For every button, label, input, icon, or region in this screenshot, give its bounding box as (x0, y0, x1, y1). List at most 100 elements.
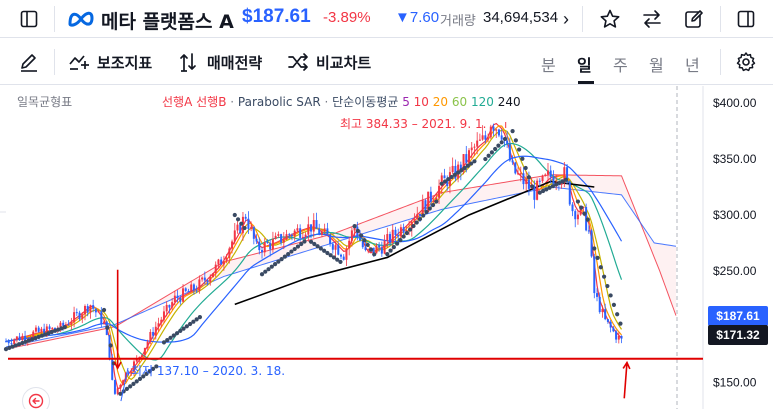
psar-dot (312, 241, 317, 247)
ichimoku-title: 일목균형표 (17, 95, 73, 109)
candle-body (184, 288, 187, 291)
psar-dot (372, 252, 377, 257)
timeframe-day[interactable]: 일 (577, 56, 592, 75)
indicators-button[interactable]: 보조지표 (68, 51, 152, 73)
candle-body (67, 324, 70, 326)
change-percent: -3.89% (323, 9, 371, 26)
candle-body (83, 306, 86, 315)
candle-body (73, 312, 76, 323)
psar-dot (427, 206, 432, 211)
candle-body (217, 259, 220, 265)
psar-dot (579, 205, 584, 210)
candle-body (239, 224, 242, 233)
sma-240-line (234, 180, 595, 306)
candle-body (201, 277, 204, 280)
psar-dot (408, 227, 413, 232)
candle-body (383, 240, 386, 254)
candle-body (345, 248, 348, 260)
compare-icon (288, 53, 308, 71)
compare-button[interactable]: 비교차트 (287, 51, 371, 73)
candle-body (127, 372, 130, 374)
psar-dot (391, 244, 396, 250)
candle-body (299, 228, 302, 238)
psar-dot (434, 199, 439, 204)
pencil-icon[interactable] (14, 47, 44, 77)
candle-body (198, 279, 201, 292)
candle-body (113, 379, 116, 394)
candle-body (247, 218, 250, 229)
psar-dot (289, 249, 294, 254)
timeframe-year[interactable]: 년 (685, 56, 700, 75)
swap-arrows-icon[interactable] (637, 4, 667, 34)
candle-body (64, 324, 67, 326)
psar-dot (365, 242, 370, 248)
symbol-name[interactable]: 메타 플랫폼스 A (101, 11, 234, 33)
candle-body (574, 211, 577, 220)
timeframe-minute[interactable]: 분 (541, 56, 556, 75)
candle-body (81, 314, 84, 319)
legend-sma-10: 10 (413, 95, 429, 109)
candle-body (511, 160, 514, 163)
psar-dot (108, 343, 113, 348)
psar-dot (352, 224, 357, 229)
price-axis-tick-label: $400.00 (713, 96, 757, 110)
indicator-legend[interactable]: 선행A 선행B · Parabolic SAR · 단순이동평균 5 10 20… (162, 93, 521, 110)
low-marker (120, 367, 129, 402)
candle-body (233, 230, 236, 242)
candle-body (7, 341, 10, 344)
candle-body (214, 264, 217, 274)
psar-dot (52, 328, 58, 333)
candle-body (152, 331, 155, 336)
candle-body (141, 354, 144, 357)
ichimoku-cloud (6, 174, 676, 350)
back-button[interactable] (22, 387, 50, 409)
legend-span-a: 선행A (162, 95, 193, 109)
psar-dot (194, 317, 199, 322)
strategy-button[interactable]: 매매전략 (178, 51, 262, 73)
psar-dot (465, 163, 471, 168)
candle-body (470, 147, 473, 151)
psar-dot (605, 283, 610, 289)
candle-body (546, 170, 549, 175)
candle-body (103, 321, 106, 324)
timeframe-week[interactable]: 주 (613, 56, 628, 75)
more-info-chevron[interactable]: › (563, 8, 569, 29)
psar-dot (388, 248, 393, 253)
edit-icon[interactable] (679, 4, 709, 34)
psar-dot (128, 384, 133, 389)
candle-body (424, 200, 427, 213)
psar-dot (459, 168, 464, 173)
candle-body (438, 185, 441, 198)
candle-body (176, 295, 179, 299)
chart-toolbar: 보조지표 매매전략 비교차트 분 일 주 월 년 (0, 39, 773, 85)
candle-body (489, 126, 492, 138)
star-icon[interactable] (595, 4, 625, 34)
candle-body (92, 305, 95, 309)
candle-body (525, 179, 528, 185)
psar-dot (530, 184, 535, 189)
psar-dot (39, 333, 45, 338)
legend-psar: Parabolic SAR (237, 95, 321, 109)
price-axis-tick-label: $300.00 (713, 208, 757, 222)
psar-dot (526, 175, 532, 180)
timeframe-active-indicator (578, 81, 594, 84)
candle-body (468, 150, 471, 163)
psar-dot (49, 329, 54, 335)
panel-icon[interactable] (731, 4, 761, 34)
candle-body (601, 309, 604, 313)
candle-body (143, 347, 146, 355)
psar-dot (608, 293, 613, 298)
candle-body (192, 284, 195, 291)
sidebar-layout-icon[interactable] (14, 4, 44, 34)
gear-icon[interactable] (731, 47, 761, 77)
psar-dot (161, 340, 167, 345)
candle-body (566, 167, 569, 182)
timeframe-month[interactable]: 월 (649, 56, 664, 75)
candle-body (277, 234, 280, 236)
candle-body (34, 327, 37, 332)
psar-dot (269, 264, 274, 269)
candle-body (133, 361, 136, 372)
candle-body (348, 240, 351, 249)
candle-body (435, 197, 438, 201)
price-chart[interactable]: $150.00$200.00$250.00$300.00$350.00$400.… (0, 86, 773, 409)
